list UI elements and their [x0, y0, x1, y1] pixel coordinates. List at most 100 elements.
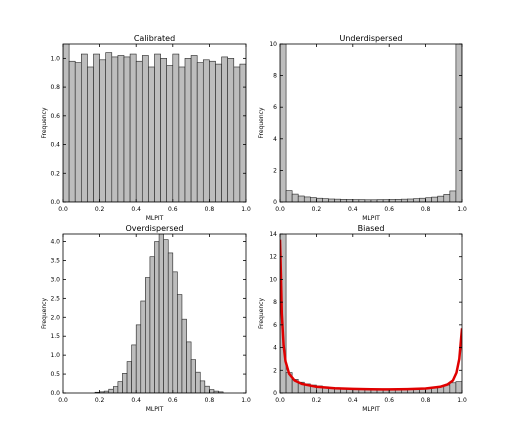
bar	[123, 56, 131, 202]
bar	[316, 197, 323, 202]
y-tick-label: 0.4	[50, 142, 60, 149]
bar	[172, 53, 180, 202]
y-tick-label: 14	[269, 231, 277, 238]
bar	[209, 60, 216, 202]
y-tick-label: 2.5	[50, 295, 60, 302]
x-tick-label: 0.8	[205, 397, 215, 404]
x-tick-label: 1.0	[457, 206, 467, 213]
x-axis-label: MLPIT	[146, 406, 164, 413]
bar	[449, 382, 457, 393]
x-tick-label: 0.8	[421, 397, 431, 404]
bar	[221, 56, 228, 202]
bar	[108, 388, 114, 393]
bar	[126, 361, 132, 393]
y-tick-label: 0.8	[50, 84, 60, 91]
bar	[407, 198, 414, 202]
bar	[166, 65, 174, 202]
x-tick-label: 0.0	[275, 206, 285, 213]
y-tick-label: 1.0	[50, 55, 60, 62]
y-tick-label: 1.0	[50, 352, 60, 359]
bar	[154, 53, 161, 202]
subplot-title: Underdispersed	[340, 34, 403, 43]
subplot-1: 0.0 0.2 0.4 0.6 0.8 1.0 0.0 0.2 0.4 0.6 0.8 1.0 Cali…	[41, 34, 251, 222]
bar	[334, 198, 341, 202]
bar	[413, 198, 420, 202]
bar	[163, 239, 169, 393]
x-tick-label: 0.0	[58, 206, 68, 213]
bars	[280, 234, 462, 393]
y-tick-label: 0.5	[50, 371, 60, 378]
bar	[135, 324, 142, 393]
bar	[184, 58, 192, 202]
subplot-title: Biased	[358, 224, 385, 233]
x-tick-label: 0.2	[95, 397, 105, 404]
y-tick-label: 6	[273, 322, 277, 329]
axes-frame	[279, 43, 463, 203]
bar	[154, 241, 160, 393]
x-tick-label: 0.4	[131, 206, 141, 213]
bar	[285, 190, 293, 202]
y-tick-label: 0	[273, 390, 277, 397]
y-tick-label: 2	[273, 367, 277, 374]
bar	[419, 197, 426, 202]
bar	[131, 344, 137, 393]
bar	[178, 66, 186, 202]
bar	[401, 198, 408, 202]
x-tick-label: 0.2	[95, 206, 105, 213]
x-axis-label: MLPIT	[362, 215, 380, 222]
bar	[196, 62, 204, 202]
y-axis-label: Frequency	[41, 107, 48, 138]
bar	[181, 318, 187, 393]
y-tick-label: 4	[273, 345, 277, 352]
bar	[227, 58, 235, 202]
bar	[280, 44, 287, 202]
x-axis-label: MLPIT	[362, 406, 380, 413]
y-axis-label: Frequency	[258, 107, 265, 138]
subplot-title: Overdispersed	[125, 224, 183, 233]
bar	[394, 199, 402, 202]
x-tick-label: 0.8	[205, 206, 215, 213]
x-tick-label: 0.4	[131, 397, 141, 404]
bar	[160, 58, 167, 202]
bars	[94, 234, 224, 393]
y-tick-label: 4	[273, 136, 277, 143]
bar	[167, 252, 174, 393]
bar	[99, 59, 106, 202]
y-tick-label: 0.6	[50, 113, 60, 120]
bar	[209, 389, 215, 393]
y-tick-label: 0.2	[50, 170, 60, 177]
x-tick-label: 0.4	[348, 206, 358, 213]
bar	[140, 300, 146, 393]
x-tick-label: 0.2	[312, 206, 322, 213]
bar	[111, 56, 119, 202]
bar	[105, 52, 113, 202]
y-tick-label: 8	[273, 299, 277, 306]
bar	[431, 196, 439, 202]
x-tick-label: 1.0	[457, 397, 467, 404]
x-tick-label: 0.6	[168, 206, 178, 213]
y-axis-label: Frequency	[41, 298, 48, 329]
bar	[297, 195, 305, 202]
bar	[204, 385, 210, 393]
y-tick-label: 2.0	[50, 314, 60, 321]
bar	[199, 380, 206, 393]
subplot-3: 0.0 0.2 0.4 0.6 0.8 1.0 0.0 0.5 1.0 1.5 2.0 2.5 3.0 3…	[41, 224, 251, 413]
y-tick-label: 10	[269, 41, 277, 48]
bar	[291, 193, 299, 202]
bar	[239, 63, 246, 202]
bars	[63, 44, 246, 202]
bar	[93, 53, 100, 202]
bar	[455, 381, 462, 393]
bar	[437, 195, 445, 202]
bar	[303, 196, 311, 202]
y-tick-label: 10	[269, 276, 277, 283]
x-tick-label: 0.2	[312, 397, 322, 404]
axes-frame	[62, 43, 247, 203]
subplot-2: 0.0 0.2 0.4 0.6 0.8 1.0 0 2 4 6 8 10 Underdispersed M…	[258, 34, 467, 222]
bar	[148, 66, 155, 202]
bar	[186, 341, 192, 393]
axes-frame	[279, 233, 463, 394]
x-tick-label: 0.6	[384, 397, 394, 404]
bar	[68, 60, 76, 202]
